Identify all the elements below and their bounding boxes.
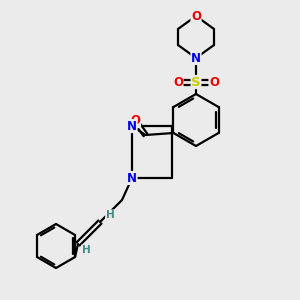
Text: N: N <box>191 52 201 64</box>
Text: H: H <box>82 245 90 255</box>
Text: O: O <box>209 76 219 88</box>
Text: N: N <box>127 172 137 184</box>
Text: N: N <box>127 119 137 133</box>
Text: O: O <box>173 76 183 88</box>
Text: S: S <box>191 76 201 88</box>
Text: O: O <box>130 115 140 128</box>
Text: H: H <box>106 210 114 220</box>
Text: O: O <box>191 10 201 22</box>
